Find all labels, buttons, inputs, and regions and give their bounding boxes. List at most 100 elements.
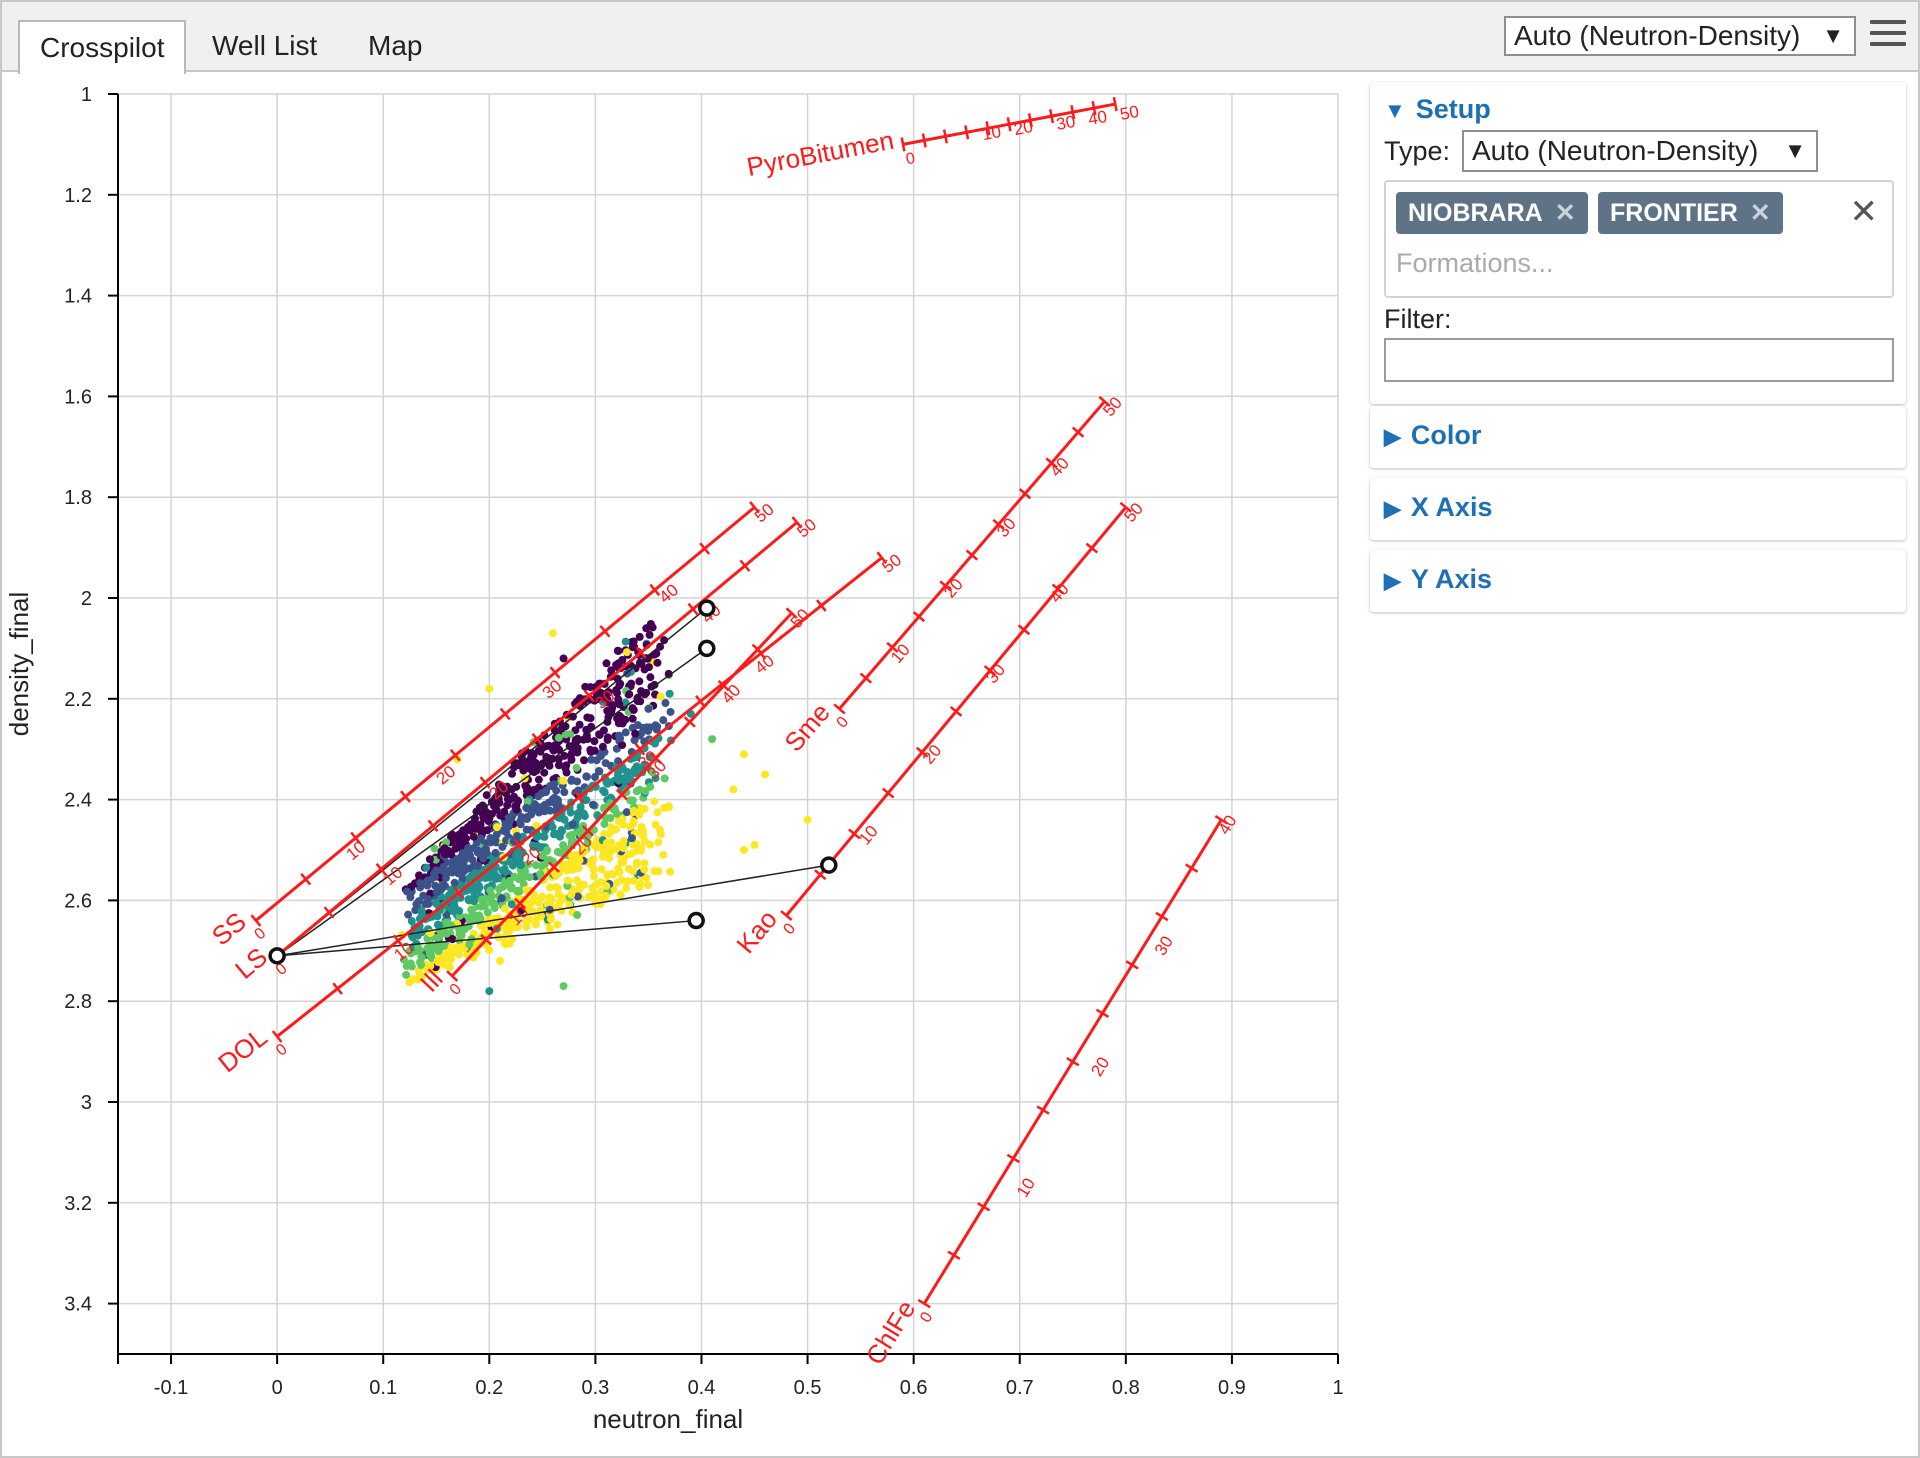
tab-map[interactable]: Map [368,30,423,61]
scatter-point [414,943,423,952]
crossplot-chart[interactable]: -0.1 0 0.1 0.2 0.3 0.4 0.5 0.6 0.7 0.8 0.9 1 1 1.2 1.4… [0,74,1370,1458]
scatter-point [543,846,552,855]
scatter-point [513,923,522,932]
scatter-point [447,943,456,952]
remove-tag-icon[interactable]: ✕ [1554,199,1576,227]
scatter-point [508,935,517,944]
tab-well-list[interactable]: Well List [212,30,318,61]
scatter-point [580,756,589,765]
lithology-tick [900,137,906,152]
color-header[interactable]: ▶ Color [1384,420,1481,451]
y-tick-label: 3.2 [64,1193,92,1215]
filter-input[interactable] [1384,338,1894,382]
scatter-point [651,820,660,829]
scatter-point [518,848,527,857]
setup-header[interactable]: ▼ Setup [1384,94,1491,125]
lithology-tick-label: 0 [834,714,853,732]
scatter-point [485,814,494,823]
x-axis-header[interactable]: ▶ X Axis [1384,492,1492,523]
lithology-tick [1018,488,1032,500]
scatter-point [611,825,620,834]
lithology-tick [1006,117,1012,132]
hamburger-menu-icon[interactable] [1870,20,1906,54]
scatter-point [628,704,637,713]
scatter-point [552,786,561,795]
lithology-tick [965,549,979,561]
y-tick-label: 2.6 [64,890,92,912]
scatter-point [648,623,657,632]
x-axis-section: ▶ X Axis [1370,478,1906,540]
lithology-tick [859,672,873,684]
scatter-point [579,844,588,853]
lithology-tick-label: 20 [919,741,946,768]
scatter-point [644,704,653,713]
lithology-tick [1027,113,1033,128]
scatter-point [470,897,479,906]
scatter-point [417,906,426,915]
lithology-tick [785,607,798,619]
lithology-tick [574,790,585,804]
scatter-point [632,787,641,796]
scatter-point [559,776,568,785]
scatter-point [523,797,532,806]
y-tick-label: 2.4 [64,790,92,812]
scatter-point [644,881,653,890]
scatter-point [637,843,646,852]
remove-tag-icon[interactable]: ✕ [1749,199,1771,227]
clear-all-icon[interactable]: ✕ [1849,193,1879,231]
scatter-point [622,808,631,817]
scatter-point [558,827,567,836]
scatter-point [646,673,655,682]
scatter-point [616,679,625,688]
x-tick-label: 0.5 [794,1377,822,1399]
formations-multiselect[interactable]: NIOBRARA ✕ FRONTIER ✕ ✕ Formations... [1384,180,1894,298]
scatter-point [739,846,748,854]
y-axis-header[interactable]: ▶ Y Axis [1384,564,1492,595]
scatter-point [522,803,531,812]
lithology-tick [695,695,706,708]
lithology-tick [816,599,827,612]
scatter-point [473,861,482,870]
scatter-point [635,632,644,641]
lithology-tick [1070,105,1076,120]
scatter-point [626,796,635,805]
x-tick-label: -0.1 [154,1377,188,1399]
scatter-point [483,826,492,835]
scatter-point [631,769,640,778]
scatter-point [502,789,511,798]
scatter-point [531,920,540,929]
type-select[interactable]: Auto (Neutron-Density) ▼ [1462,130,1818,172]
lithology-name-label: Kao [730,904,783,959]
scatter-point [803,815,812,824]
x-axis-title: X Axis [1410,492,1493,522]
scatter-point [495,956,504,965]
lithology-tick-label: 50 [1118,102,1140,124]
scatter-point [660,636,669,645]
lithology-tick-label: 50 [793,515,820,542]
dropdown-caret-icon: ▼ [1822,23,1844,48]
scatter-point [568,820,577,829]
formation-tag-label: NIOBRARA [1408,199,1543,227]
scatter-point [481,845,490,854]
tab-crossplot[interactable]: Crosspilot [18,20,187,74]
lithology-tick-label: 50 [879,550,906,577]
scatter-point [632,858,641,867]
scatter-point [512,805,521,814]
scatter-point [615,711,624,720]
scatter-point [561,730,570,739]
formations-input[interactable]: Formations... [1396,248,1554,278]
scatter-point [593,694,602,703]
scatter-point [664,669,673,678]
scatter-point [628,867,637,876]
y-tick-label: 1 [81,84,92,106]
scatter-point [456,943,465,952]
scatter-point [470,817,479,826]
filter-label: Filter: [1384,304,1452,334]
scatter-point [407,916,416,925]
scatter-point [626,822,635,831]
scatter-point [616,891,625,900]
scatter-point [664,802,673,811]
lithology-tick-label: 20 [1087,1054,1113,1080]
plot-type-select[interactable]: Auto (Neutron-Density) ▼ [1504,16,1856,56]
